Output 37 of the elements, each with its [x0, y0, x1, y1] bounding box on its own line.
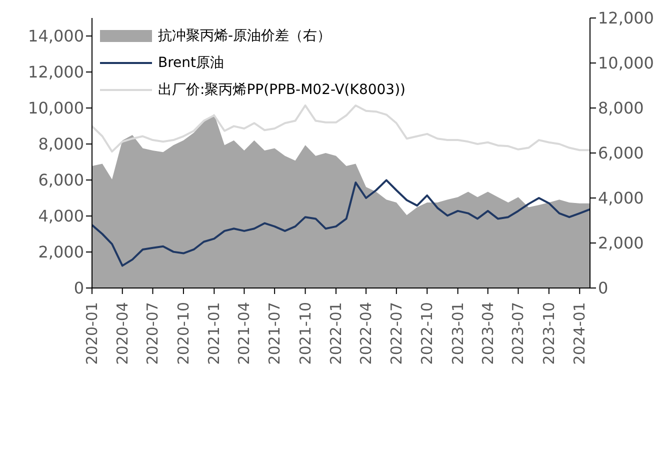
x-tick-label: 2021-04 — [235, 302, 254, 365]
y-tick-label: 14,000 — [28, 26, 84, 46]
x-tick-label: 2023-10 — [540, 302, 558, 365]
x-tick-label: 2023-04 — [478, 302, 497, 365]
y2-tick-label: 2,000 — [598, 234, 644, 253]
y-tick-label: 4,000 — [38, 206, 84, 226]
line-series — [92, 104, 590, 153]
x-tick-label: 2022-04 — [357, 302, 376, 365]
x-tick-label: 2020-01 — [83, 302, 101, 365]
line-series — [92, 179, 590, 267]
x-tick-label: 2020-07 — [144, 302, 162, 365]
y-tick-label: 0 — [74, 278, 84, 298]
x-tick-label: 2021-10 — [296, 302, 314, 365]
x-tick-label: 2022-10 — [418, 302, 436, 365]
y2-tick-label: 6,000 — [598, 144, 644, 163]
x-tick-label: 2020-10 — [174, 302, 192, 365]
x-tick-label: 2020-04 — [113, 302, 132, 365]
x-tick-label: 2021-01 — [205, 302, 224, 365]
x-tick-label: 2022-01 — [326, 302, 345, 365]
y2-tick-label: 0 — [598, 278, 608, 298]
y-tick-label: 12,000 — [28, 62, 84, 82]
x-tick-label: 2024-01 — [570, 302, 589, 365]
y-tick-label: 2,000 — [38, 242, 84, 262]
legend-label: Brent原油 — [158, 54, 224, 72]
x-tick-label: 2023-07 — [509, 302, 528, 365]
x-tick-label: 2021-07 — [266, 302, 284, 365]
y2-tick-label: 10,000 — [598, 54, 654, 73]
y2-tick-label: 4,000 — [598, 188, 644, 208]
x-tick-label: 2023-01 — [448, 302, 467, 365]
x-tick-label: 2022-07 — [387, 302, 406, 365]
y-tick-label: 6,000 — [38, 170, 84, 190]
legend-label: 出厂价:聚丙烯PP(PPB-M02-V(K8003)) — [158, 80, 406, 98]
y-tick-label: 10,000 — [28, 98, 84, 118]
y2-tick-label: 8,000 — [598, 98, 644, 118]
y-tick-label: 8,000 — [38, 134, 84, 154]
y2-tick-label: 12,000 — [598, 8, 654, 28]
legend-label: 抗冲聚丙烯-原油价差（右） — [158, 26, 332, 44]
